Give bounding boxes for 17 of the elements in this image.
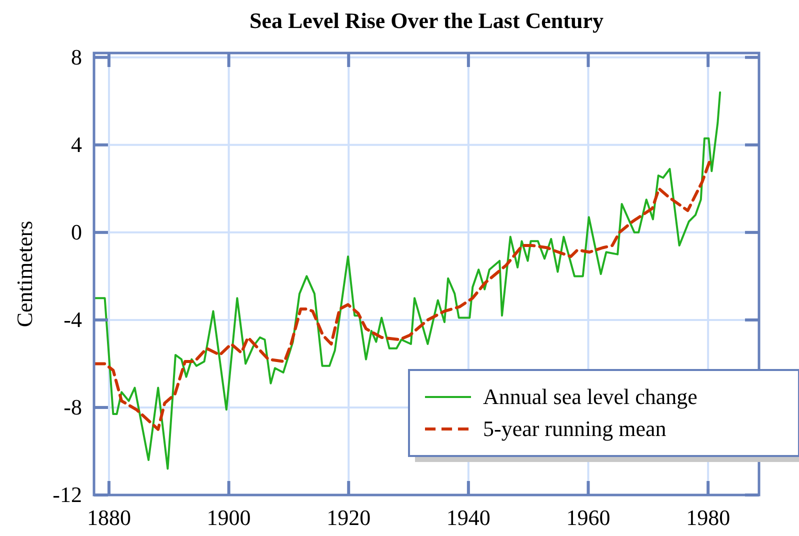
y-tick-label: -4 [64,306,82,332]
y-tick-label: -8 [64,394,82,420]
x-tick-label: 1980 [686,505,730,530]
y-tick-label: 4 [71,132,82,157]
y-tick-label: -12 [52,482,82,507]
legend-label: Annual sea level change [483,384,698,409]
line-series [94,91,722,470]
chart-title: Sea Level Rise Over the Last Century [250,8,604,33]
x-tick-label: 1880 [86,505,131,530]
y-axis-title: Centimeters [12,220,37,328]
x-tick-label: 1920 [326,505,371,530]
x-tick-label: 1960 [566,505,610,530]
legend-label: 5-year running mean [483,416,666,441]
x-tick-label: 1940 [446,505,490,530]
y-tick-label: 0 [71,219,82,244]
y-tick-label: 8 [71,44,82,70]
x-tick-label: 1900 [206,505,251,530]
